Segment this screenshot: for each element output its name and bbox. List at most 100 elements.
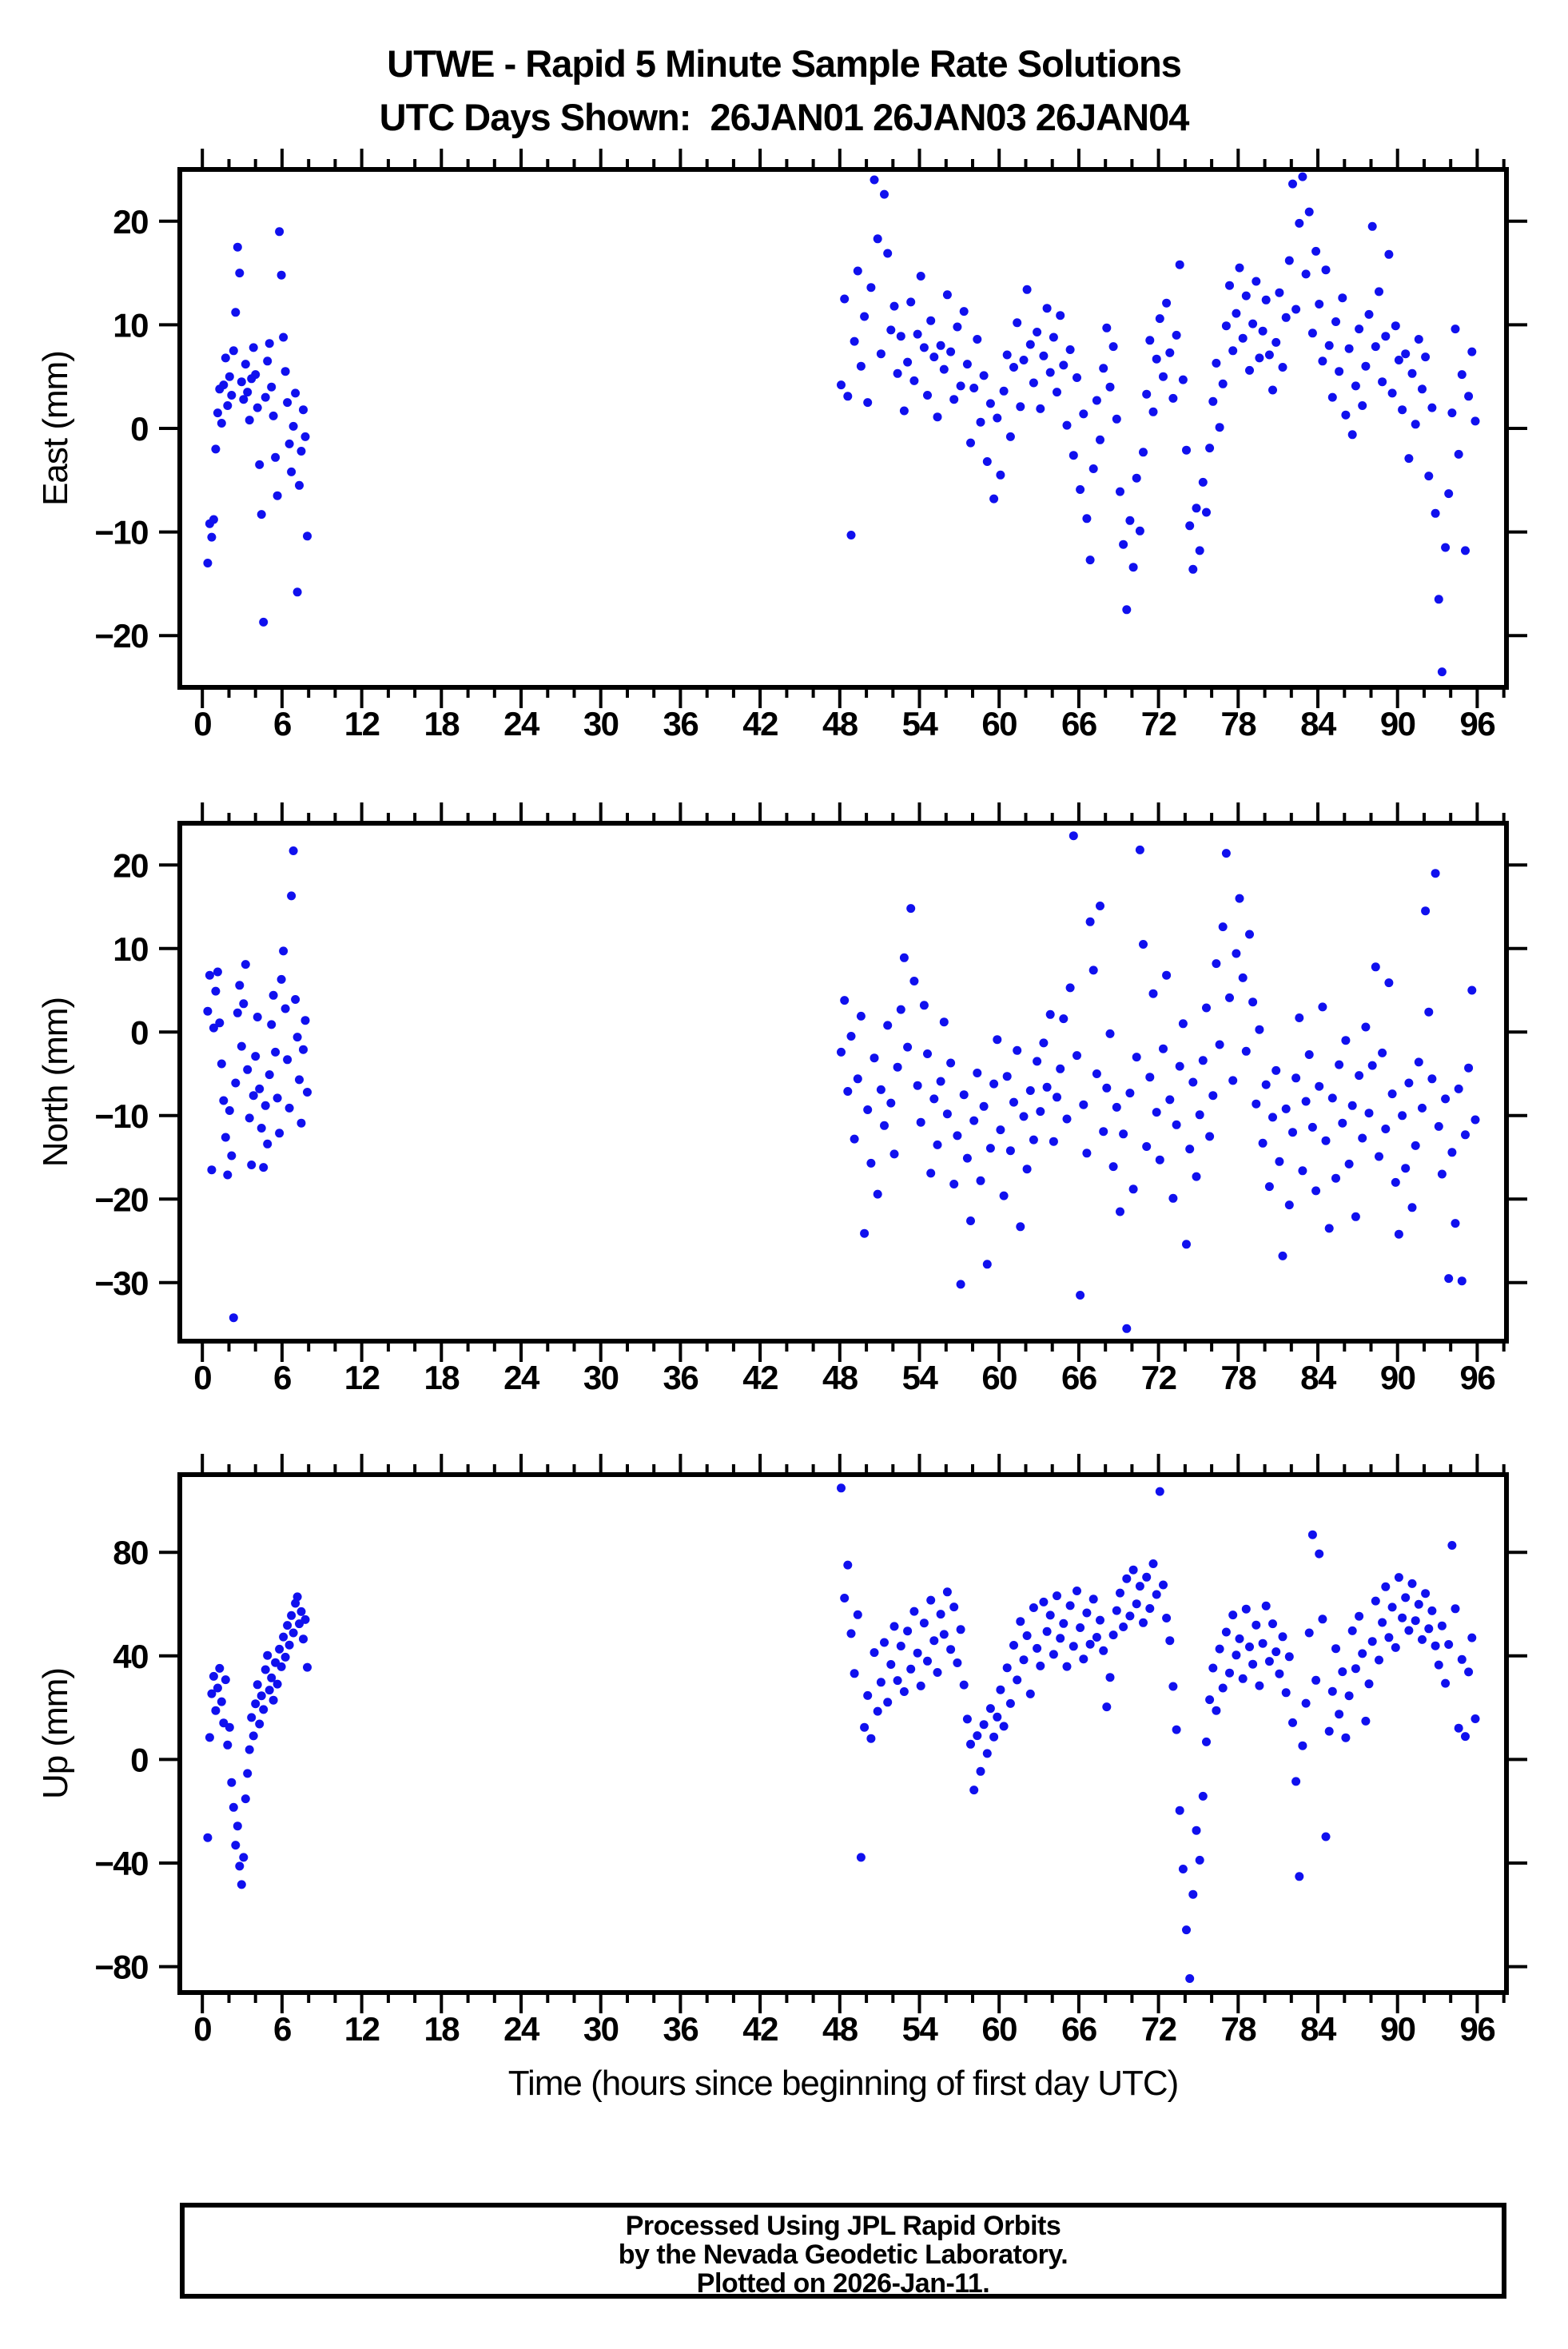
- data-point: [1221, 321, 1231, 331]
- x-tick-label: 84: [1300, 2010, 1337, 2048]
- data-point: [1391, 1177, 1400, 1187]
- data-point: [1065, 345, 1075, 354]
- data-point: [909, 1606, 919, 1616]
- axis-ticks: [159, 1454, 1527, 2013]
- data-point: [1298, 1741, 1307, 1750]
- footer-box: Processed Using JPL Rapid Orbits by the …: [180, 2203, 1506, 2299]
- data-point: [1205, 444, 1215, 453]
- data-point: [299, 405, 308, 415]
- data-point: [1288, 1718, 1297, 1727]
- data-point: [1295, 218, 1304, 228]
- data-point: [1085, 555, 1095, 565]
- data-point: [886, 1660, 896, 1669]
- axis-ticks: [159, 149, 1527, 708]
- data-point: [1431, 1641, 1440, 1650]
- data-point: [1264, 1182, 1274, 1192]
- data-point: [1025, 1689, 1035, 1698]
- data-point: [1168, 1193, 1178, 1203]
- data-point: [245, 1745, 254, 1754]
- data-point: [1069, 1642, 1078, 1651]
- data-point: [982, 457, 992, 466]
- data-point: [233, 1008, 242, 1017]
- data-point: [219, 1096, 229, 1105]
- data-point: [1457, 1276, 1467, 1286]
- data-point: [1175, 260, 1184, 269]
- data-point: [1327, 1093, 1337, 1103]
- data-point: [1195, 1110, 1204, 1120]
- data-point: [1298, 1166, 1307, 1176]
- data-point: [1241, 1046, 1251, 1056]
- data-point: [1457, 370, 1467, 380]
- data-point: [1033, 1057, 1042, 1066]
- data-point: [853, 1074, 862, 1084]
- plot-frame: [177, 1472, 1509, 1995]
- data-point: [1145, 1604, 1155, 1613]
- data-point: [1355, 324, 1364, 334]
- data-point: [1344, 1691, 1354, 1701]
- data-point: [1344, 344, 1354, 353]
- data-point: [241, 360, 250, 369]
- data-point: [876, 1678, 885, 1687]
- data-point: [299, 1634, 308, 1644]
- x-tick-label: 0: [193, 2010, 211, 2048]
- data-point: [916, 1117, 925, 1127]
- data-point: [863, 1105, 873, 1114]
- x-tick-label: 36: [663, 705, 698, 743]
- data-point: [1248, 1659, 1258, 1669]
- x-tick-label: 24: [503, 705, 540, 743]
- data-point: [267, 1673, 277, 1682]
- data-point: [837, 1047, 846, 1057]
- data-point: [295, 480, 304, 490]
- data-point: [1112, 414, 1121, 424]
- data-point: [837, 1483, 846, 1493]
- data-point: [203, 559, 213, 567]
- data-point: [1019, 356, 1029, 364]
- data-point: [843, 1560, 853, 1570]
- data-point: [1321, 265, 1331, 275]
- data-point: [942, 1109, 952, 1119]
- data-point: [1002, 1072, 1012, 1081]
- data-point: [1258, 1138, 1268, 1148]
- data-point: [1437, 1621, 1447, 1630]
- data-point: [1434, 595, 1443, 604]
- data-point: [1252, 1099, 1261, 1109]
- data-point: [1059, 1618, 1069, 1628]
- data-point: [1218, 1683, 1228, 1693]
- data-point: [1318, 356, 1327, 366]
- data-point: [1394, 356, 1403, 364]
- data-point: [1444, 1640, 1454, 1649]
- data-point: [1178, 1865, 1188, 1873]
- data-point: [1315, 1081, 1324, 1091]
- data-point: [296, 1118, 306, 1128]
- data-point: [1225, 1668, 1234, 1678]
- data-point: [223, 1170, 233, 1180]
- data-point: [946, 347, 956, 356]
- data-point: [287, 1610, 296, 1620]
- data-point: [1042, 1626, 1052, 1636]
- data-point: [1033, 1643, 1042, 1653]
- data-point: [243, 1065, 253, 1074]
- data-point: [1192, 504, 1201, 513]
- data-point: [1029, 1603, 1038, 1612]
- x-tick-label: 12: [344, 1359, 380, 1396]
- data-point: [1278, 1251, 1287, 1260]
- data-point: [269, 990, 278, 1000]
- data-point: [1258, 1638, 1268, 1648]
- data-point: [1159, 1580, 1168, 1590]
- data-point: [299, 1045, 308, 1054]
- x-tick-label: 66: [1061, 705, 1096, 743]
- data-point: [1281, 313, 1291, 322]
- data-point: [261, 392, 270, 402]
- footer-line-2: by the Nevada Geodetic Laboratory.: [618, 2240, 1069, 2270]
- data-point: [929, 1636, 939, 1646]
- data-point: [1437, 667, 1447, 677]
- data-point: [1208, 396, 1218, 406]
- data-point: [1358, 401, 1367, 410]
- y-tick-label: 0: [130, 1013, 148, 1051]
- y-tick-label: 20: [113, 203, 148, 241]
- x-tick-label: 30: [583, 1359, 619, 1396]
- data-point: [1009, 1641, 1018, 1650]
- data-point: [1116, 1588, 1124, 1598]
- data-point: [1272, 1065, 1281, 1075]
- x-tick-label: 48: [822, 1359, 858, 1396]
